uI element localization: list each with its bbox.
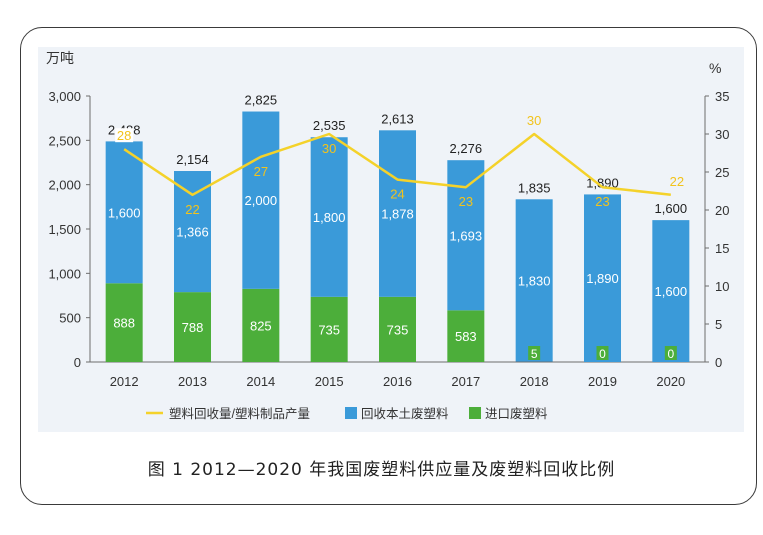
bar-label-import: 5 <box>531 347 538 361</box>
bar-label-import: 735 <box>318 322 340 337</box>
bar-label-domestic: 1,600 <box>655 284 688 299</box>
x-tick-label: 2019 <box>588 374 617 389</box>
y-tick-label-right: 0 <box>715 355 722 370</box>
y-tick-label-left: 0 <box>74 355 81 370</box>
legend-label-domestic: 回收本土废塑料 <box>361 406 449 421</box>
bar-import <box>310 296 348 362</box>
bar-total-label: 2,154 <box>176 152 209 167</box>
bar-domestic <box>105 141 143 284</box>
ratio-label: 22 <box>670 174 684 189</box>
y-tick-label-left: 500 <box>59 311 81 326</box>
x-tick-label: 2014 <box>246 374 275 389</box>
ratio-label: 22 <box>185 202 199 217</box>
bar-label-import: 0 <box>667 347 674 361</box>
bar-label-import: 788 <box>182 320 204 335</box>
bar-import-small <box>596 346 609 360</box>
y-tick-label-right: 25 <box>715 165 729 180</box>
ratio-label: 28 <box>117 128 131 143</box>
ratio-label: 30 <box>322 141 336 156</box>
chart-title: 图 1 2012—2020 年我国废塑料供应量及废塑料回收比例 <box>147 460 616 480</box>
bar-domestic <box>310 137 348 297</box>
bar-import-small <box>528 346 541 360</box>
legend-swatch-import <box>469 407 481 419</box>
ratio-label: 27 <box>254 164 268 179</box>
bar-label-domestic: 1,830 <box>518 273 551 288</box>
bar-domestic <box>242 111 280 289</box>
bar-domestic <box>652 220 690 362</box>
x-tick-label: 2012 <box>110 374 139 389</box>
ratio-label: 30 <box>527 113 541 128</box>
x-tick-label: 2016 <box>383 374 412 389</box>
ratio-label: 24 <box>390 187 404 202</box>
bar-label-domestic: 1,878 <box>381 207 414 222</box>
legend-label-import: 进口废塑料 <box>485 406 548 421</box>
bar-label-domestic: 1,890 <box>586 271 619 286</box>
y-tick-label-left: 1,000 <box>48 266 81 281</box>
y-axis-label-right: % <box>709 60 721 76</box>
bar-import <box>105 283 143 362</box>
y-tick-label-right: 35 <box>715 89 729 104</box>
bar-domestic <box>379 130 416 297</box>
bar-total-label: 2,276 <box>450 141 483 156</box>
x-tick-label: 2017 <box>451 374 480 389</box>
y-tick-label-right: 5 <box>715 317 722 332</box>
bar-total-label: 2,613 <box>381 111 414 126</box>
x-tick-label: 2015 <box>315 374 344 389</box>
ratio-label-bg <box>115 128 134 143</box>
y-tick-label-left: 2,000 <box>48 178 81 193</box>
bar-total-label: 1,835 <box>518 180 551 195</box>
bar-label-domestic: 1,600 <box>108 205 141 220</box>
y-tick-label-right: 20 <box>715 203 729 218</box>
y-axis-label-left: 万吨 <box>46 50 74 66</box>
bar-import <box>379 296 416 362</box>
bar-import <box>174 292 211 362</box>
bar-label-import: 888 <box>113 316 135 331</box>
bar-import <box>242 288 280 362</box>
bar-label-import: 0 <box>599 347 606 361</box>
ratio-label: 23 <box>459 194 473 209</box>
y-tick-label-left: 1,500 <box>48 222 81 237</box>
bar-label-import: 583 <box>455 329 477 344</box>
bar-domestic <box>174 171 211 293</box>
bar-domestic <box>515 199 553 362</box>
bar-label-import: 825 <box>250 318 272 333</box>
bar-label-domestic: 1,693 <box>450 228 483 243</box>
x-tick-label: 2013 <box>178 374 207 389</box>
legend-swatch-domestic <box>345 407 357 419</box>
bar-total-label: 2,825 <box>245 93 278 108</box>
bar-import-small <box>664 346 677 360</box>
bar-label-domestic: 1,366 <box>176 225 209 240</box>
bar-total-label: 2,535 <box>313 118 346 133</box>
bar-total-label: 1,600 <box>655 201 688 216</box>
bar-label-domestic: 1,800 <box>313 210 346 225</box>
y-tick-label-right: 30 <box>715 127 729 142</box>
legend-label-ratio: 塑料回收量/塑料制品产量 <box>169 406 310 421</box>
bar-label-domestic: 2,000 <box>245 193 278 208</box>
y-tick-label-right: 10 <box>715 279 729 294</box>
x-tick-label: 2020 <box>656 374 685 389</box>
y-tick-label-left: 2,500 <box>48 133 81 148</box>
bar-domestic <box>584 194 621 362</box>
ratio-label: 23 <box>595 194 609 209</box>
bar-label-import: 735 <box>387 322 409 337</box>
y-tick-label-left: 3,000 <box>48 89 81 104</box>
x-tick-label: 2018 <box>520 374 549 389</box>
bar-total-label: 1,890 <box>586 175 619 190</box>
y-tick-label-right: 15 <box>715 241 729 256</box>
bar-import <box>447 310 485 362</box>
